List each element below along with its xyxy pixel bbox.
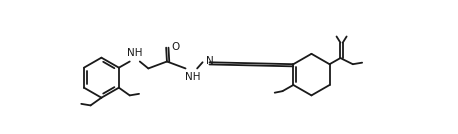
Text: NH: NH: [127, 48, 143, 58]
Text: N: N: [207, 56, 214, 66]
Text: O: O: [172, 42, 180, 52]
Text: NH: NH: [185, 72, 200, 82]
